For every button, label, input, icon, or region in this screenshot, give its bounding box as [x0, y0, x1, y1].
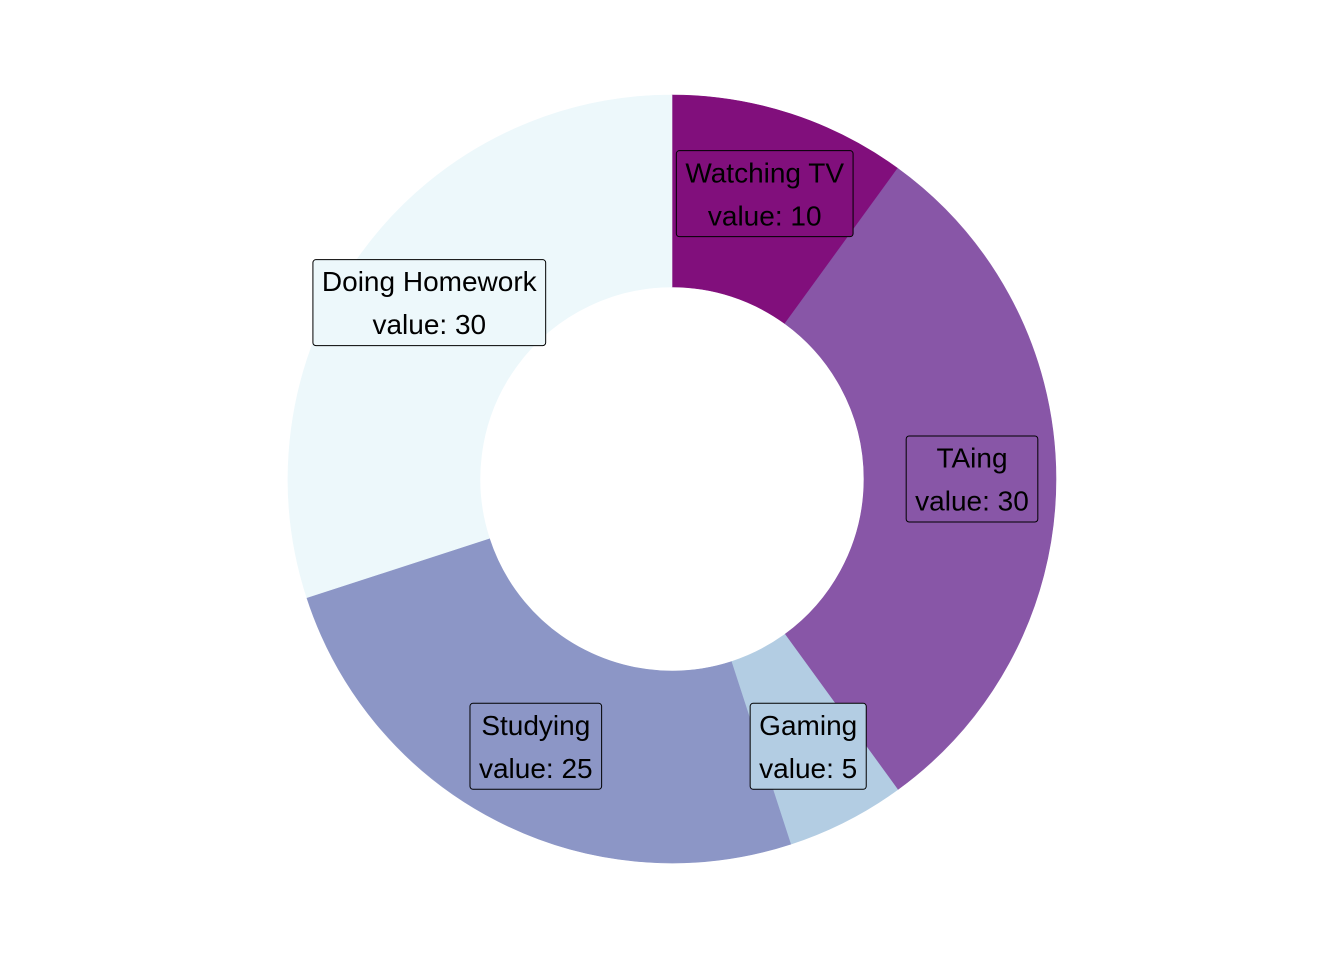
slice-label-name: TAing: [936, 443, 1007, 474]
slice-labels: Watching TV value: 10 TAing value: 30 Gaming…: [312, 150, 1039, 790]
slice-label-name: Watching TV: [685, 157, 844, 188]
slice-label-value: value: 30: [372, 309, 486, 340]
slice-label-value: value: 25: [479, 753, 593, 784]
slice-label-value: value: 10: [708, 200, 822, 231]
slice-doing-homework: [287, 94, 673, 599]
slice-label-box: [312, 259, 547, 347]
slice-label-box: [469, 702, 603, 790]
slice-label-box: [675, 150, 854, 238]
slice-label-box: [905, 435, 1039, 523]
slice-label-name: Doing Homework: [322, 266, 538, 297]
slice-label-name: Studying: [481, 710, 590, 741]
slice-label-value: value: 5: [759, 753, 857, 784]
slice-studying: [306, 537, 792, 864]
slice-label-doing-homework: Doing Homework value: 30: [312, 259, 547, 347]
slice-label-box: [749, 702, 867, 790]
slice-label-name: Gaming: [759, 710, 857, 741]
slice-label-value: value: 30: [915, 486, 1029, 517]
slice-label-gaming: Gaming value: 5: [749, 702, 867, 790]
slice-label-taing: TAing value: 30: [905, 435, 1039, 523]
slice-label-watching-tv: Watching TV value: 10: [675, 150, 854, 238]
slice-label-studying: Studying value: 25: [469, 702, 603, 790]
